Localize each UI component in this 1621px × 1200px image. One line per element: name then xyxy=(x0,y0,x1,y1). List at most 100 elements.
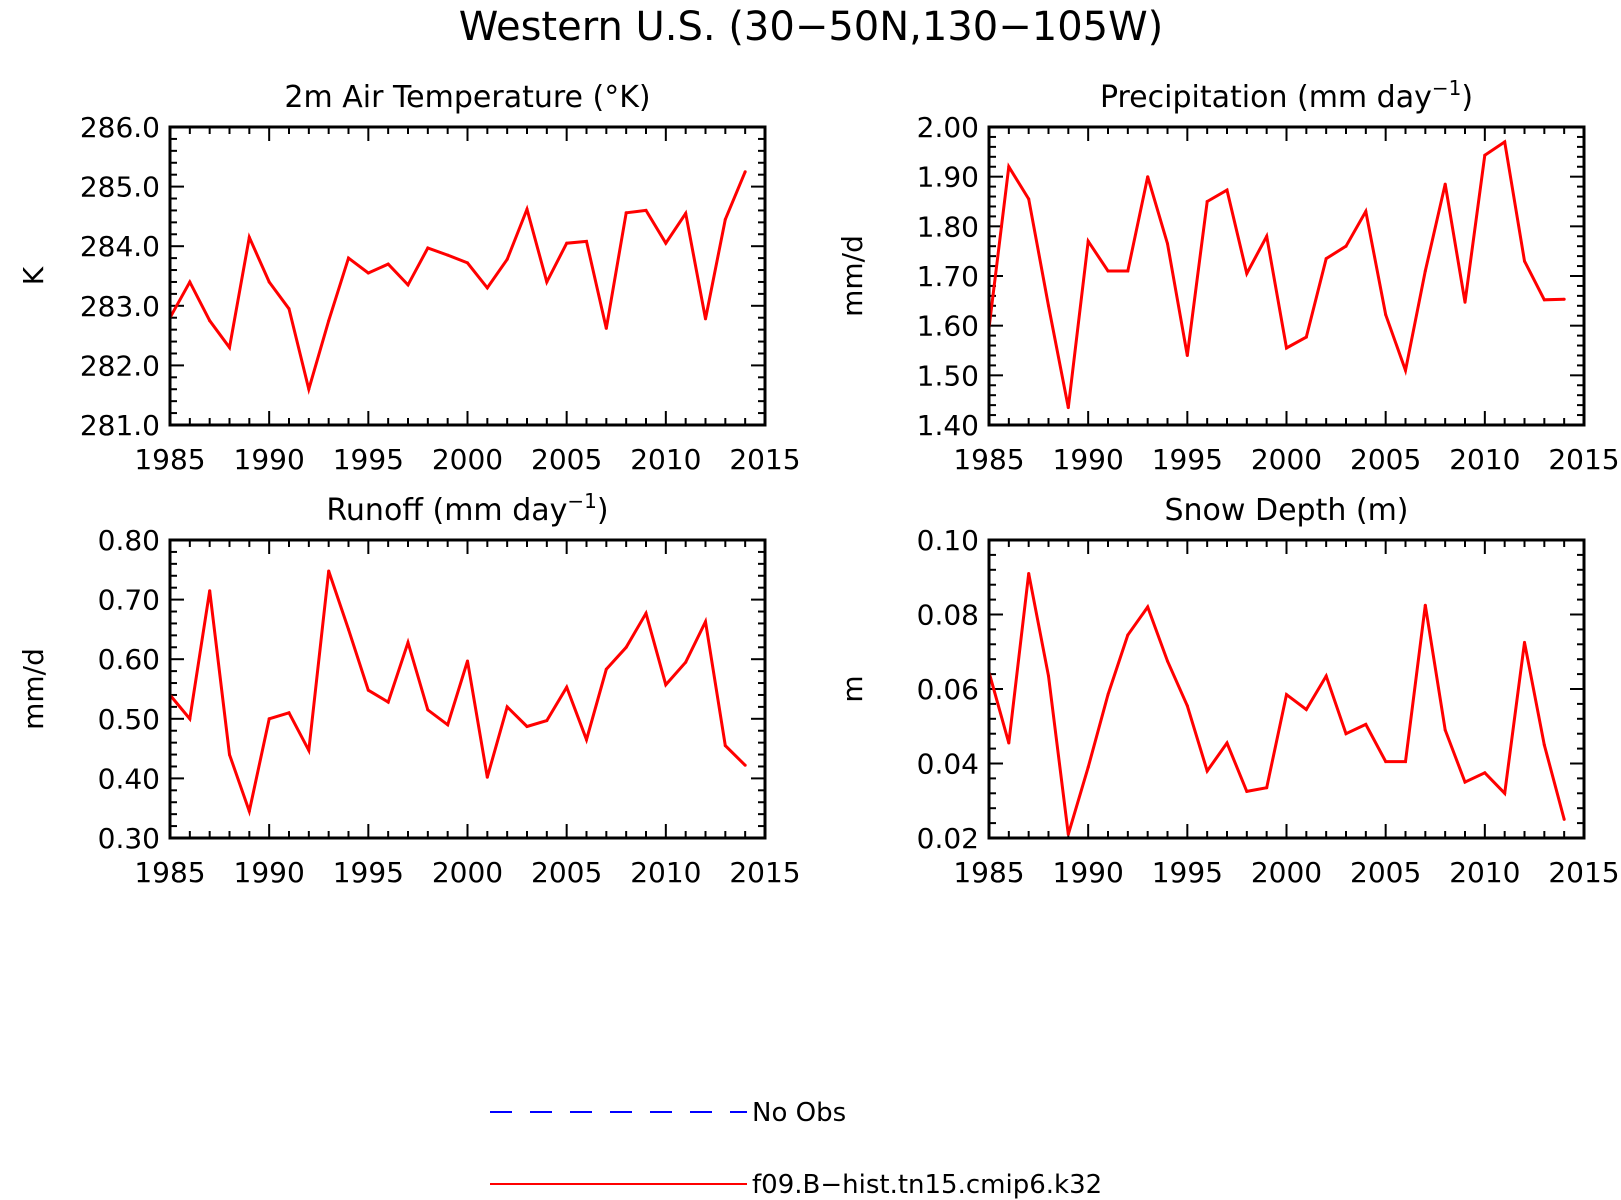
temperature-series-line xyxy=(168,171,747,395)
runoff-title-end: ) xyxy=(597,493,609,528)
runoff-data-point xyxy=(287,711,291,715)
temperature-data-point xyxy=(287,307,291,311)
precipitation-data-point xyxy=(1483,153,1487,157)
snow-depth-data-point xyxy=(1245,789,1249,793)
runoff-ytick-label: 0.50 xyxy=(98,703,160,736)
precipitation-data-point xyxy=(1503,140,1507,144)
legend-model-label: f09.B−hist.tn15.cmip6.k32 xyxy=(752,1170,1102,1200)
runoff-data-point xyxy=(545,719,549,723)
runoff-ylabel: mm/d xyxy=(17,648,50,730)
precipitation-xtick-label: 1990 xyxy=(1053,443,1124,476)
runoff-xtick-label: 1995 xyxy=(333,856,404,889)
precipitation-data-point xyxy=(1324,257,1328,261)
snow-depth-xtick-label: 2005 xyxy=(1350,856,1421,889)
temperature-data-point xyxy=(406,283,410,287)
precipitation-data-point xyxy=(1166,242,1169,246)
precipitation-title-end: ) xyxy=(1461,80,1473,115)
snow-depth-ytick-label: 0.02 xyxy=(917,822,979,855)
precipitation-data-point xyxy=(1562,297,1566,301)
runoff-data-point xyxy=(525,725,529,728)
snow-depth-data-point xyxy=(1106,693,1110,697)
temperature-data-point xyxy=(525,207,529,211)
legend-obs-label: No Obs xyxy=(752,1098,846,1128)
precipitation-data-point xyxy=(1047,304,1050,308)
temperature-panel: 2m Air Temperature (°K) K 1985 1990 1995 2000… xyxy=(17,80,801,476)
runoff-data-point xyxy=(267,717,271,721)
snow-depth-data-point xyxy=(1463,780,1467,784)
snow-depth-data-point xyxy=(1205,769,1209,773)
precipitation-data-point xyxy=(1265,234,1269,238)
runoff-data-point xyxy=(228,753,231,757)
precipitation-xtick-label: 2015 xyxy=(1548,443,1619,476)
runoff-data-point xyxy=(565,685,569,689)
precipitation-data-point xyxy=(1007,165,1011,169)
precipitation-xtick-label: 2000 xyxy=(1251,443,1322,476)
precipitation-data-point xyxy=(1066,406,1070,410)
temperature-ylabel: K xyxy=(17,266,50,285)
precipitation-title-superscript: −1 xyxy=(1432,76,1461,100)
runoff-data-point xyxy=(347,627,350,631)
runoff-data-point xyxy=(327,569,331,573)
runoff-xtick-label: 2000 xyxy=(432,856,503,889)
snow-depth-xtick-label: 2015 xyxy=(1548,856,1619,889)
precipitation-ytick-label: 1.50 xyxy=(917,359,979,392)
temperature-xtick-label: 2000 xyxy=(432,443,503,476)
runoff-xtick-label: 2005 xyxy=(531,856,602,889)
snow-depth-data-point xyxy=(1542,743,1546,747)
snow-depth-ylabel: m xyxy=(836,675,869,702)
runoff-panel: Runoff (mm day−1) mm/d 1985 1990 1995 2000 200… xyxy=(17,489,801,889)
temperature-data-point xyxy=(247,235,251,239)
temperature-ytick-label: 281.0 xyxy=(80,409,160,442)
precipitation-plot-frame xyxy=(987,125,1586,427)
runoff-data-point xyxy=(386,700,390,704)
temperature-data-point xyxy=(585,239,588,243)
snow-depth-xtick-label: 1995 xyxy=(1152,856,1223,889)
precipitation-ytick-label: 1.80 xyxy=(917,210,979,243)
temperature-data-point xyxy=(188,280,192,284)
runoff-data-point xyxy=(485,775,489,779)
temperature-data-point xyxy=(426,246,430,250)
precipitation-data-point xyxy=(1423,269,1427,273)
runoff-xtick-label: 1990 xyxy=(234,856,305,889)
snow-depth-data-point xyxy=(1404,760,1407,764)
snow-depth-ytick-label: 0.04 xyxy=(917,748,979,781)
temperature-data-point xyxy=(347,256,350,260)
temperature-data-point xyxy=(386,262,390,266)
runoff-xtick-label: 1985 xyxy=(134,856,205,889)
precipitation-data-point xyxy=(1285,346,1288,350)
temperature-data-point xyxy=(723,217,727,221)
runoff-series-line xyxy=(168,570,747,817)
temperature-data-point xyxy=(565,241,569,245)
precipitation-data-point xyxy=(1027,197,1031,201)
runoff-data-point xyxy=(505,705,509,709)
precipitation-data-point xyxy=(1344,244,1348,248)
temperature-ytick-label: 284.0 xyxy=(80,230,160,263)
temperature-data-point xyxy=(446,253,450,257)
precipitation-data-point xyxy=(1304,335,1308,339)
chart-panels: 2m Air Temperature (°K) K 1985 1990 1995 2000… xyxy=(17,76,1620,889)
snow-depth-data-point xyxy=(1185,704,1189,708)
precipitation-data-point xyxy=(1523,259,1526,263)
runoff-title: Runoff (mm day−1) xyxy=(326,489,608,528)
runoff-data-point xyxy=(208,589,212,593)
runoff-data-point xyxy=(406,641,410,644)
temperature-data-point xyxy=(505,257,509,261)
runoff-data-point xyxy=(704,620,707,624)
runoff-data-point xyxy=(684,660,688,664)
precipitation-title: Precipitation (mm day−1) xyxy=(1100,76,1473,115)
temperature-xtick-label: 1985 xyxy=(134,443,205,476)
runoff-data-point xyxy=(585,738,588,742)
precipitation-data-point xyxy=(1126,269,1130,273)
precipitation-data-point xyxy=(1542,298,1546,302)
runoff-data-point xyxy=(188,717,192,721)
snow-depth-xtick-label: 1990 xyxy=(1053,856,1124,889)
temperature-data-point xyxy=(366,271,370,275)
temperature-data-point xyxy=(327,319,331,323)
snow-depth-plot-frame xyxy=(987,538,1586,840)
snow-depth-data-point xyxy=(1523,640,1526,644)
snow-depth-data-point xyxy=(1285,693,1288,697)
temperature-xtick-label: 1990 xyxy=(234,443,305,476)
runoff-data-point xyxy=(604,667,608,671)
precipitation-xtick-label: 2005 xyxy=(1350,443,1421,476)
